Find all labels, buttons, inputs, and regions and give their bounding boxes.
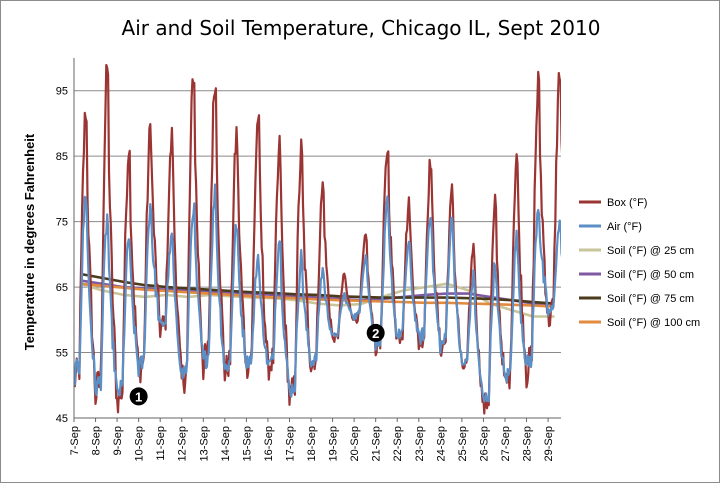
x-tick-label: 12-Sep [177,426,189,461]
x-tick-label: 9-Sep [112,426,124,455]
y-tick-label: 75 [56,217,68,229]
x-tick-label: 20-Sep [349,426,361,461]
x-tick-label: 25-Sep [457,426,469,461]
x-tick-label: 28-Sep [522,426,534,461]
series-line-0 [74,63,561,415]
x-tick-label: 24-Sep [435,426,447,461]
x-tick-label: 21-Sep [371,426,383,461]
x-tick-label: 7-Sep [69,426,81,455]
x-tick-label: 17-Sep [284,426,296,461]
legend-entry: Soil (°F) @ 50 cm [607,269,694,281]
x-tick-label: 23-Sep [414,426,426,461]
legend-entry: Box (°F) [607,197,647,209]
annotation-marker [366,323,385,342]
axes [73,58,561,419]
annotation-marker [129,387,148,406]
x-tick-label: 18-Sep [306,426,318,461]
y-tick-label: 95 [56,86,68,98]
y-tick-label: 65 [56,282,68,294]
x-tick-label: 16-Sep [263,426,275,461]
legend-entry: Air (°F) [607,221,642,233]
x-tick-label: 15-Sep [241,426,253,461]
chart-title: Air and Soil Temperature, Chicago IL, Se… [122,16,601,40]
x-tick-label: 19-Sep [328,426,340,461]
annotation-label: 2 [372,326,379,341]
x-tick-label: 26-Sep [478,426,490,461]
x-tick-label: 13-Sep [198,426,210,461]
x-tick-label: 14-Sep [220,426,232,461]
y-tick-label: 55 [56,348,68,360]
legend-entry: Soil (°F) @ 75 cm [607,293,694,305]
x-tick-label: 22-Sep [392,426,404,461]
x-tick-label: 27-Sep [500,426,512,461]
series-layer [74,63,561,415]
annotations: 12 [129,323,385,406]
x-tick-label: 10-Sep [134,426,146,461]
y-axis-label: Temperature in degrees Fahrenheit [22,133,37,350]
x-tick-label: 8-Sep [91,426,103,455]
y-tick-label: 85 [56,151,68,163]
series-line-1 [74,183,561,403]
legend-entry: Soil (°F) @ 25 cm [607,245,694,257]
annotation-label: 1 [135,389,142,404]
legend: Box (°F) Air (°F) Soil (°F) @ 25 cm Soil (°… [579,197,700,329]
y-tick-label: 45 [56,413,68,425]
axis-ticks: 45 55 65 75 85 95 7-Sep 8-Sep 9-Sep 10-Sep 11-Sep 1… [56,86,555,462]
legend-entry: Soil (°F) @ 100 cm [607,317,700,329]
x-tick-label: 11-Sep [155,426,167,461]
x-tick-label: 29-Sep [543,426,555,461]
